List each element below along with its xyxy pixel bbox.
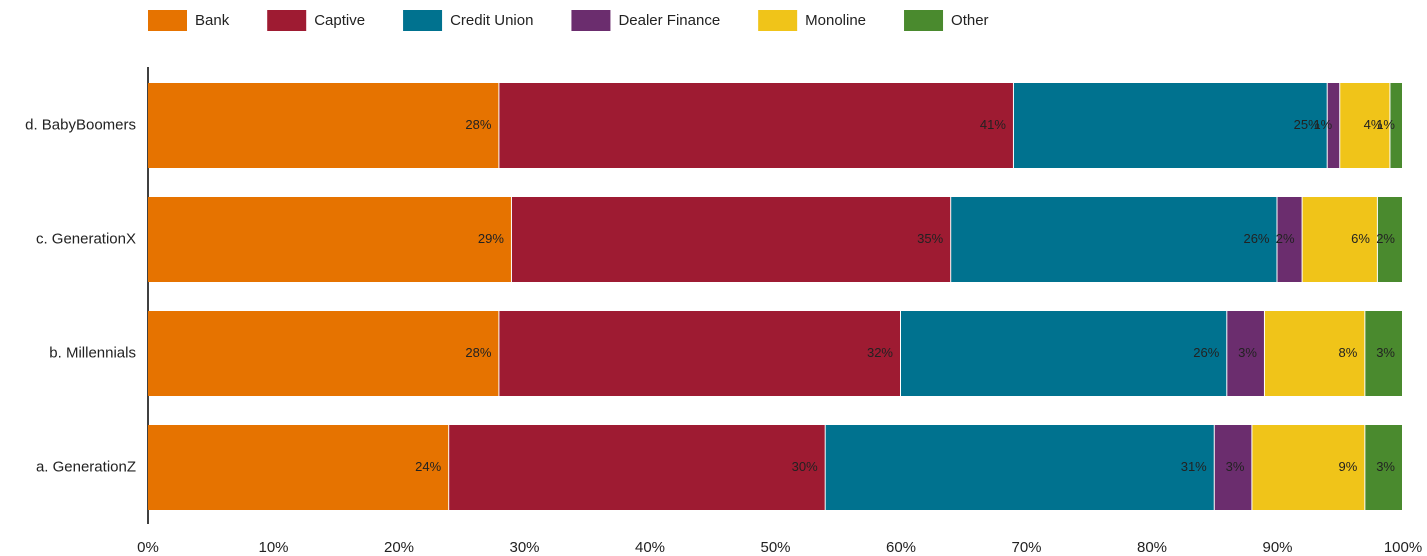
bar-segment [1264,311,1365,396]
bar-segment [1227,311,1264,396]
bar-segment [499,311,900,396]
legend-label: Monoline [805,12,866,29]
segment-label: 29% [478,231,504,246]
legend-label: Other [951,12,989,29]
bar-segment [148,197,511,282]
segment-label: 1% [1313,117,1332,132]
x-tick-label: 80% [1137,539,1167,556]
x-tick-label: 40% [635,539,665,556]
bar-segment [951,197,1277,282]
bar-segment [148,425,449,510]
x-tick-label: 70% [1011,539,1041,556]
bar-segment [1252,425,1365,510]
legend-label: Credit Union [450,12,533,29]
legend-label: Captive [314,12,365,29]
bar-segment [148,83,499,168]
bar-segment [1214,425,1252,510]
legend-swatch [904,10,944,31]
segment-label: 30% [792,459,818,474]
legend-swatch [267,10,307,31]
bar-segment [148,311,499,396]
legend-label: Dealer Finance [618,12,720,29]
legend-swatch [403,10,443,31]
bar-segment [825,425,1214,510]
segment-label: 6% [1351,231,1370,246]
segment-label: 4% [1364,117,1383,132]
segment-label: 26% [1193,345,1219,360]
segment-label: 3% [1226,459,1245,474]
x-tick-label: 60% [886,539,916,556]
segment-label: 28% [465,345,491,360]
x-tick-label: 30% [509,539,539,556]
legend-swatch [758,10,798,31]
x-tick-label: 50% [760,539,790,556]
y-tick-label: d. BabyBoomers [25,116,136,133]
x-tick-label: 0% [137,539,159,556]
y-tick-label: b. Millennials [49,344,136,361]
segment-label: 2% [1376,231,1395,246]
bar-segment [449,425,825,510]
bar-segment [901,311,1227,396]
segment-label: 25% [1294,117,1320,132]
segment-label: 2% [1276,231,1295,246]
segment-label: 3% [1238,345,1257,360]
x-tick-label: 10% [258,539,288,556]
segment-label: 32% [867,345,893,360]
segment-label: 9% [1339,459,1358,474]
bar-segment [1390,83,1402,168]
bar-segment [1302,197,1377,282]
segment-label: 3% [1376,459,1395,474]
x-tick-label: 90% [1262,539,1292,556]
segment-label: 28% [465,117,491,132]
bar-segment [1013,83,1327,168]
legend-label: Bank [195,12,230,29]
bar-segment [511,197,951,282]
x-tick-label: 100% [1384,539,1422,556]
segment-label: 41% [980,117,1006,132]
bar-segment [1327,83,1340,168]
bar-segment [1340,83,1390,168]
bar-segment [1365,311,1402,396]
legend-swatch [571,10,611,31]
segment-label: 8% [1339,345,1358,360]
segment-label: 35% [917,231,943,246]
legend-swatch [148,10,187,31]
y-tick-label: c. GenerationX [36,230,136,247]
segment-label: 1% [1376,117,1395,132]
segment-label: 31% [1181,459,1207,474]
segment-label: 24% [415,459,441,474]
segment-label: 26% [1243,231,1269,246]
bar-segment [499,83,1013,168]
segment-label: 3% [1376,345,1395,360]
x-tick-label: 20% [384,539,414,556]
bar-segment [1377,197,1402,282]
bar-segment [1365,425,1402,510]
bar-segment [1277,197,1302,282]
y-tick-label: a. GenerationZ [36,458,136,475]
